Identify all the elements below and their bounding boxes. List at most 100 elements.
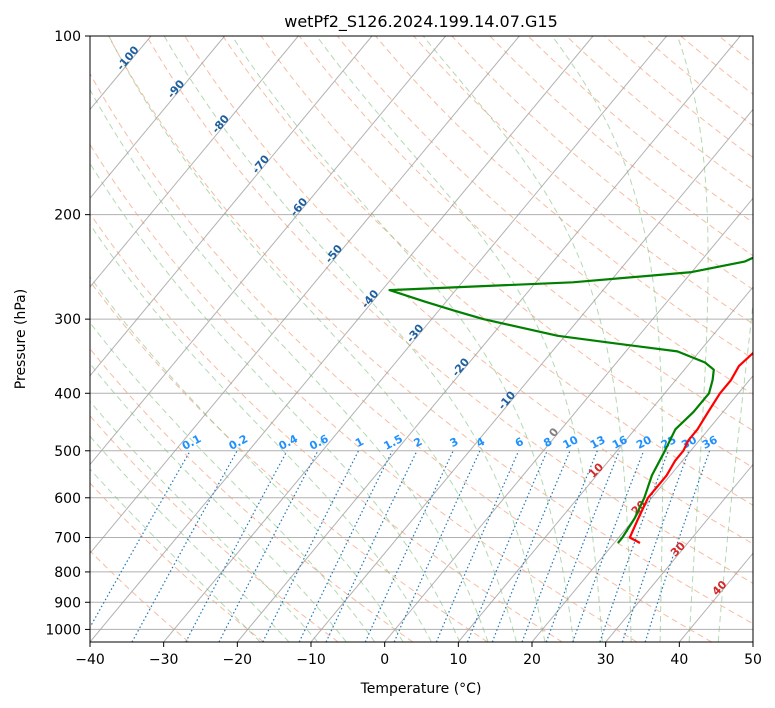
- mixing-ratio-label: 0.6: [307, 432, 331, 453]
- profile-series: [388, 256, 753, 544]
- moist-adiabat-line: [717, 299, 753, 642]
- moist-adiabat-line: [90, 321, 376, 642]
- dry-adiabat-line: [757, 36, 775, 642]
- mixing-ratio-line: [90, 450, 191, 629]
- isotherm-label: -30: [404, 321, 427, 345]
- dry-adiabat-line: [680, 36, 753, 95]
- dry-adiabat-line: [108, 36, 753, 625]
- moist-adiabat-line: [316, 36, 603, 642]
- moist-adiabat-line: [108, 36, 517, 642]
- isobar-grid: [90, 35, 753, 630]
- mixing-ratio-line: [393, 450, 481, 642]
- background-lines: [0, 36, 775, 642]
- dewpoint-profile-line: [388, 256, 753, 544]
- isotherm-line: [236, 36, 741, 642]
- isotherm-line: [310, 108, 753, 642]
- mixing-ratio-line: [435, 450, 520, 642]
- mixing-ratio-line: [621, 450, 690, 642]
- isotherm-label: -20: [449, 355, 472, 379]
- dry-adiabat-line: [90, 72, 712, 642]
- dry-adiabat-line: [184, 36, 753, 545]
- isotherm-line: [90, 36, 520, 555]
- isotherm-line: [605, 463, 753, 642]
- x-tick-label: 50: [744, 652, 762, 668]
- dry-adiabat-line: [222, 36, 753, 506]
- isotherm-line: [90, 36, 447, 466]
- moist-adiabat-line: [90, 276, 404, 642]
- mixing-ratio-line: [521, 450, 598, 642]
- x-tick-label: 30: [597, 652, 615, 668]
- mixing-ratio-line: [491, 450, 571, 642]
- x-tick-label: 10: [449, 652, 467, 668]
- isotherm-label: -50: [322, 242, 345, 266]
- moist-adiabat-line: [90, 362, 347, 642]
- isotherm-label: -60: [288, 195, 311, 219]
- moist-adiabat-line: [90, 223, 432, 642]
- moist-adiabat-label: 30: [668, 539, 688, 559]
- mixing-ratio-label: 0.4: [277, 432, 301, 453]
- y-tick-label: 300: [54, 312, 81, 328]
- isotherm-line: [0, 36, 4, 642]
- x-tick-label: −20: [223, 652, 253, 668]
- mixing-ratio-line: [131, 450, 238, 642]
- isotherm-line: [384, 197, 753, 642]
- mixing-ratio-label: 3: [448, 435, 461, 450]
- moist-adiabat-line: [90, 435, 290, 642]
- moist-adiabat-line: [90, 162, 461, 642]
- moist-adiabat-label: 40: [710, 578, 730, 598]
- isotherm-line: [457, 286, 753, 642]
- mixing-ratio-label: 10: [561, 433, 581, 452]
- dry-adiabat-line: [90, 415, 339, 642]
- mixing-ratio-line: [545, 450, 620, 642]
- mixing-ratio-label: 1: [353, 435, 366, 450]
- dry-adiabat-line: [90, 280, 488, 642]
- moist-adiabat-line: [163, 36, 546, 642]
- mixing-ratio-label: 6: [513, 435, 526, 450]
- isotherm-line: [0, 36, 77, 642]
- dry-adiabat-line: [413, 36, 753, 325]
- mixing-ratio-label: 20: [634, 433, 654, 452]
- dry-adiabat-line: [337, 36, 753, 395]
- y-tick-label: 900: [54, 595, 81, 611]
- mixing-ratio-line: [185, 450, 288, 642]
- x-tick-label: 0: [380, 652, 389, 668]
- y-tick-label: 200: [54, 208, 81, 224]
- isotherm-label: -90: [165, 77, 188, 101]
- isotherm-line: [90, 36, 226, 200]
- x-axis-title: Temperature (°C): [360, 681, 482, 697]
- isotherm-line: [531, 374, 753, 642]
- moist-adiabat-line: [90, 88, 489, 642]
- dry-adiabat-line: [90, 482, 264, 642]
- mixing-ratio-label: 0.1: [180, 432, 203, 453]
- dry-adiabat-line: [642, 36, 753, 127]
- isotherm-line: [90, 36, 594, 642]
- dry-adiabat-line: [146, 36, 753, 584]
- dry-adiabat-line: [90, 143, 638, 642]
- mixing-ratio-label: 1.5: [382, 432, 405, 453]
- dry-adiabat-line: [298, 36, 753, 432]
- plot-frame: [89, 35, 754, 643]
- dry-adiabat-line: [566, 36, 753, 191]
- mixing-ratio-line: [262, 450, 360, 642]
- moist-adiabat-line: [231, 36, 575, 642]
- isotherm-label: -40: [359, 287, 382, 311]
- isotherm-line: [678, 552, 753, 642]
- y-tick-label: 400: [54, 386, 81, 402]
- mixing-ratio-line: [218, 450, 319, 642]
- y-tick-label: 100: [54, 29, 81, 45]
- chart-title: wetPf2_S126.2024.199.14.07.G15: [284, 12, 558, 32]
- y-tick-label: 800: [54, 565, 81, 581]
- mixing-ratio-line: [599, 450, 669, 642]
- isotherm-line: [90, 36, 373, 377]
- mixing-ratio-label: 30: [679, 433, 699, 452]
- mixing-ratio-label: 16: [610, 433, 630, 452]
- moist-adiabat-label: 10: [586, 460, 606, 480]
- mixing-ratio-line: [298, 450, 393, 642]
- dry-adiabat-line: [489, 36, 753, 257]
- mixing-ratio-label: 2: [412, 435, 425, 450]
- moist-adiabat-line: [677, 36, 709, 642]
- dry-adiabat-line: [375, 36, 753, 360]
- x-tick-label: −10: [296, 652, 326, 668]
- mixing-ratio-label: 13: [588, 433, 608, 452]
